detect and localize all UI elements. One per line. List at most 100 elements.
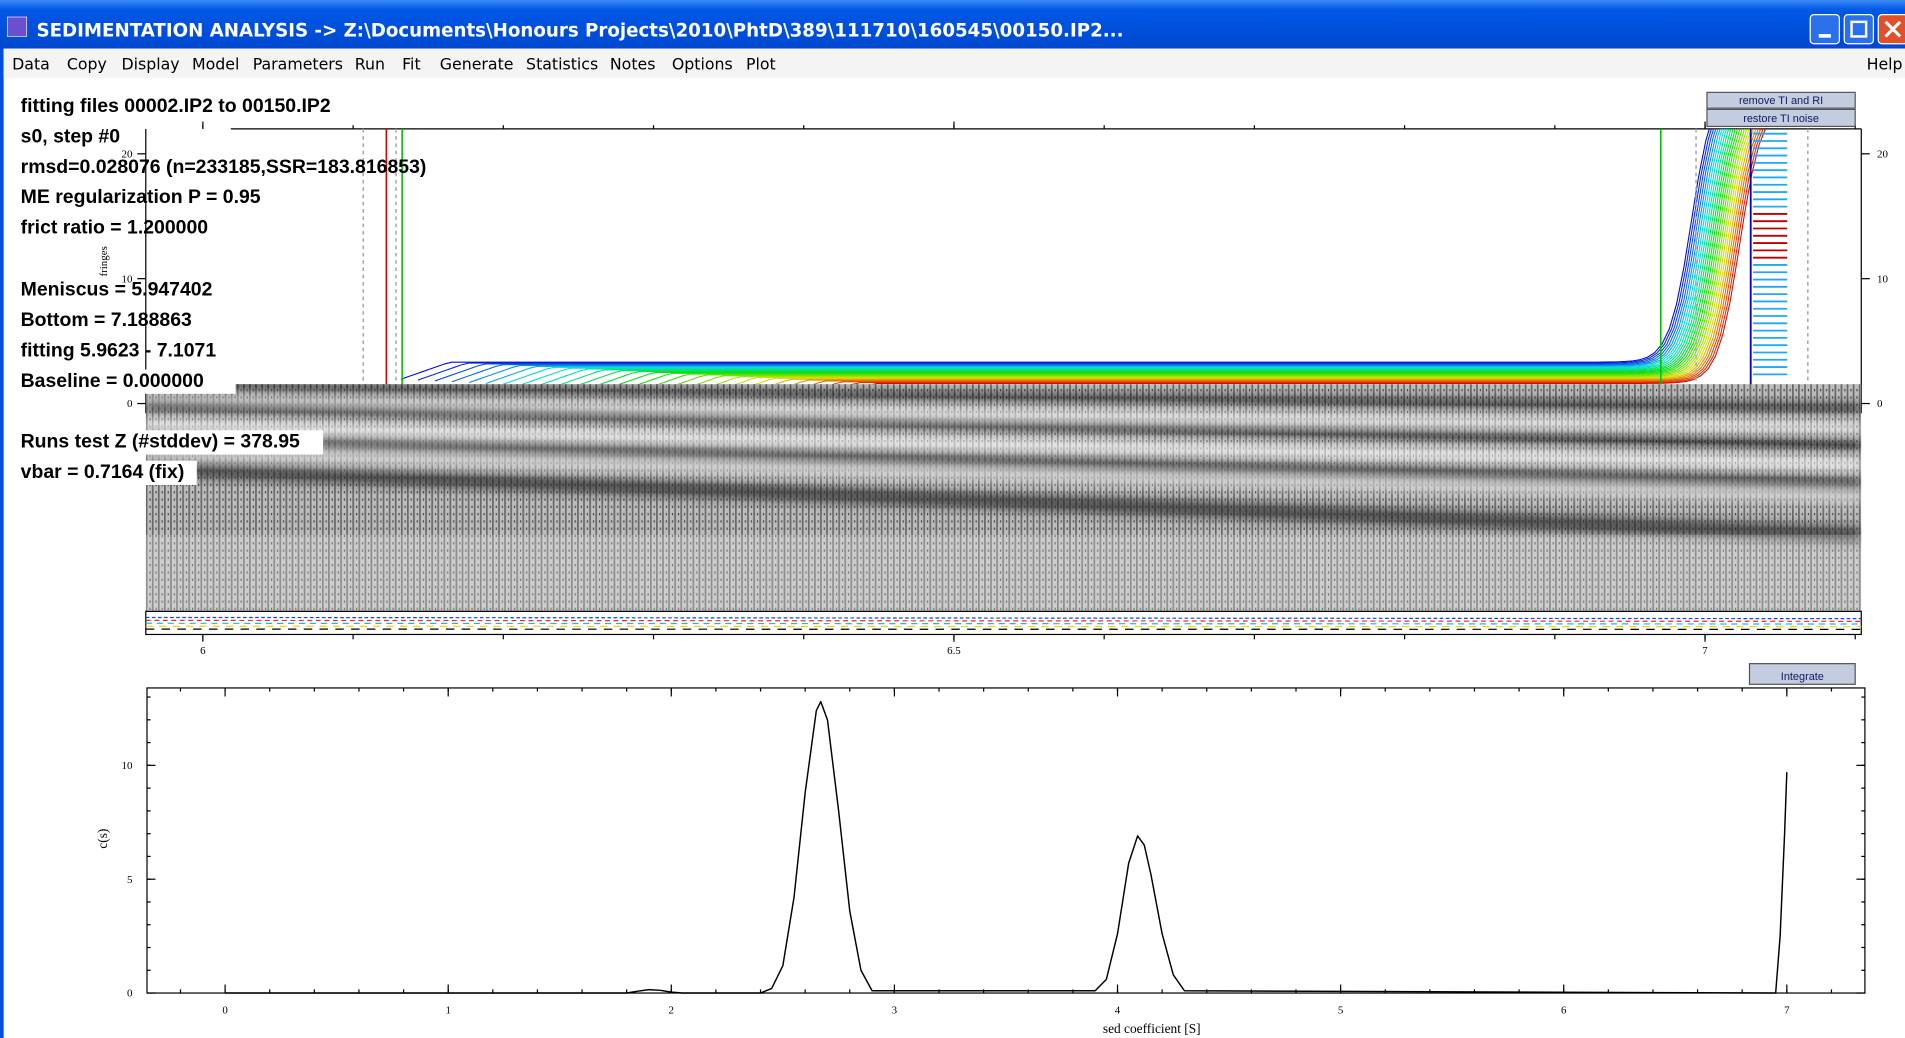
maximize-button[interactable] <box>1843 13 1875 45</box>
raw-scan <box>468 128 1719 384</box>
raw-scan <box>708 128 1748 387</box>
menu-item[interactable]: Notes <box>610 54 656 73</box>
raw-scan <box>434 128 1715 382</box>
menu-item[interactable]: Display <box>121 54 179 73</box>
raw-scan <box>611 128 1737 387</box>
menu-item[interactable]: Statistics <box>526 54 598 73</box>
raw-scan <box>689 128 1746 387</box>
menu-item[interactable]: Model <box>192 54 239 73</box>
y-axis-label: c(s) <box>95 829 110 849</box>
x-tick-label: 6.5 <box>947 645 961 657</box>
button[interactable] <box>1748 663 1856 685</box>
y-axis-label: fringes <box>98 246 110 276</box>
y-tick-label: 20 <box>1877 148 1888 160</box>
window-controls[interactable] <box>1809 13 1905 45</box>
raw-scan <box>451 128 1717 383</box>
raw-scan <box>670 128 1743 387</box>
x-axis-label: sed coefficient [S] <box>1103 1021 1201 1036</box>
info-line: fitting files 00002.IP2 to 00150.IP2 <box>21 95 331 117</box>
menu: Data Copy Display Model Parameters Run Fit Gene… <box>12 54 776 73</box>
y-tick-label: 0 <box>127 398 133 410</box>
raw-scan <box>767 128 1755 387</box>
y-tick-label: 5 <box>127 874 133 886</box>
raw-scan <box>864 128 1767 387</box>
menu-item[interactable]: Generate <box>440 54 514 73</box>
button[interactable] <box>1706 108 1856 128</box>
residual-band <box>145 430 1862 491</box>
raw-scan <box>806 128 1759 387</box>
residual-band <box>145 384 1862 413</box>
y-tick-label: 0 <box>127 988 133 1000</box>
info-bg <box>17 430 324 455</box>
raw-scan <box>728 128 1750 387</box>
cs-curve <box>225 700 1788 994</box>
residual-bands <box>145 384 1862 543</box>
menu-item[interactable]: Run <box>355 54 385 73</box>
y-tick-label: 10 <box>122 273 133 285</box>
residual-band <box>145 444 1862 504</box>
raw-scan <box>572 128 1732 387</box>
x-tick-label: 6 <box>200 645 206 657</box>
residual-band <box>145 460 1862 543</box>
title-bar <box>0 0 1905 49</box>
menu-item[interactable]: Parameters <box>253 54 343 73</box>
residual-band <box>145 396 1862 433</box>
info-line: Baseline = 0.000000 <box>21 370 204 392</box>
y-tick-label: 0 <box>1877 398 1883 410</box>
raw-scan <box>553 128 1730 387</box>
minimize-button[interactable] <box>1809 13 1841 45</box>
app-icon <box>6 16 28 37</box>
x-tick-label: 7 <box>1702 645 1708 657</box>
x-tick-label: 6 <box>1561 1005 1567 1017</box>
raw-scan <box>536 128 1728 387</box>
raw-scan <box>631 128 1739 387</box>
window-border <box>0 0 4 1038</box>
raw-scan <box>400 128 1710 380</box>
button-label[interactable]: Integrate <box>1781 671 1824 683</box>
raw-scan <box>519 128 1726 386</box>
info-bg <box>17 460 197 485</box>
info-line: fitting 5.9623 - 7.1071 <box>21 339 217 361</box>
menu-item[interactable]: Copy <box>67 54 107 73</box>
button-label[interactable]: remove TI and RI <box>1739 95 1823 107</box>
button[interactable] <box>1706 91 1856 109</box>
x-tick-label: 4 <box>1115 1005 1121 1017</box>
maximize-icon <box>1850 20 1868 38</box>
x-tick-label: 1 <box>445 1005 450 1017</box>
menu-item[interactable]: Fit <box>402 54 421 73</box>
menu-item[interactable]: Data <box>12 54 50 73</box>
info-line: Bottom = 7.188863 <box>21 309 192 331</box>
y-tick-label: 10 <box>122 760 133 772</box>
residual-band <box>145 419 1862 471</box>
raw-scan <box>650 128 1741 387</box>
raw-scan <box>417 128 1713 381</box>
raw-scan <box>485 128 1721 384</box>
raw-scans <box>400 128 1767 387</box>
raw-scan <box>786 128 1757 387</box>
y-tick-label: 10 <box>1877 273 1888 285</box>
button-label[interactable]: restore TI noise <box>1743 113 1819 125</box>
info-bg <box>17 369 236 394</box>
info-line: Runs test Z (#stddev) = 378.95 <box>21 431 300 453</box>
residual-fade <box>145 534 1862 613</box>
menu-item[interactable]: Options <box>672 54 733 73</box>
y-tick-label: 20 <box>122 148 133 160</box>
cs-frame <box>146 687 1866 994</box>
x-tick-label: 0 <box>222 1005 228 1017</box>
menu-help[interactable]: Help <box>1867 54 1903 73</box>
window-title: SEDIMENTATION ANALYSIS -> Z:\Documents\H… <box>36 20 1123 41</box>
raw-scan <box>844 128 1764 387</box>
info-line: Meniscus = 5.947402 <box>21 279 213 301</box>
info-line: vbar = 0.7164 (fix) <box>21 461 185 483</box>
residual-trace <box>145 622 1862 625</box>
menu-item[interactable]: Plot <box>746 54 776 73</box>
x-tick-label: 5 <box>1338 1005 1344 1017</box>
menu-bar <box>3 48 1905 78</box>
x-tick-label: 2 <box>669 1005 674 1017</box>
info-line: rmsd=0.028076 (n=233185,SSR=183.816853) <box>21 156 427 178</box>
raw-scan <box>502 128 1723 385</box>
close-icon <box>1884 20 1902 38</box>
